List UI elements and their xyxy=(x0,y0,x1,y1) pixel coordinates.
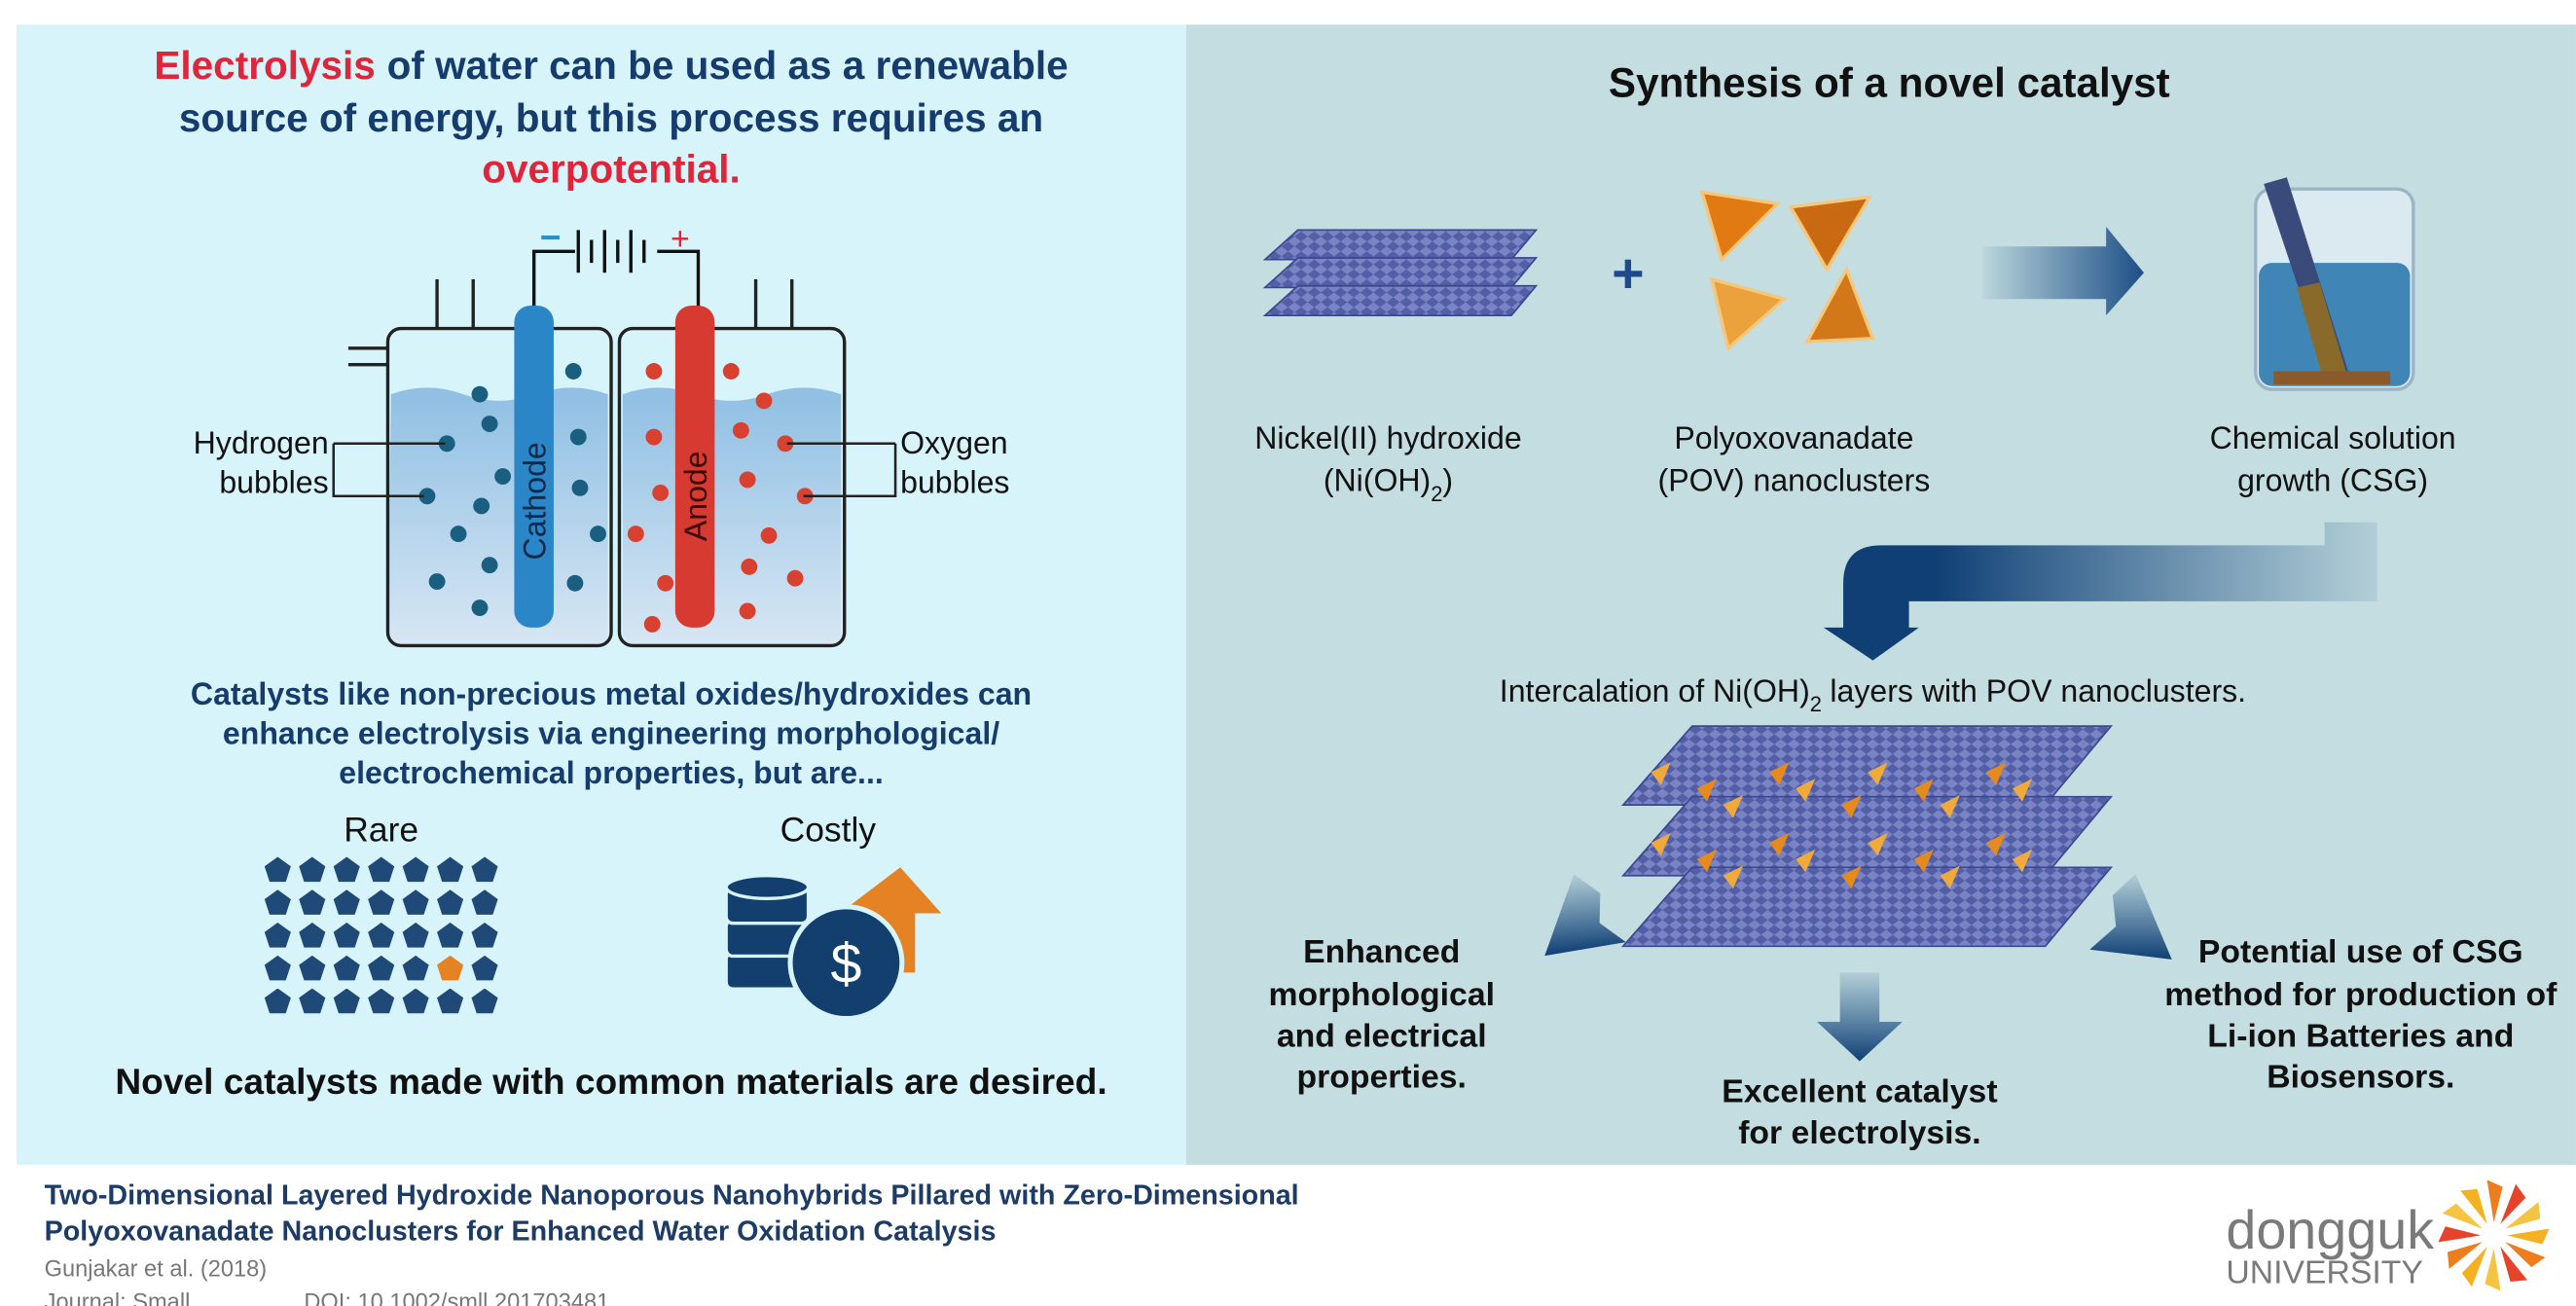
logo-mark xyxy=(2438,1179,2549,1290)
conclusion: Novel catalysts made with common materia… xyxy=(115,1061,1107,1102)
battery-negative: − xyxy=(540,217,562,258)
logo-sub: UNIVERSITY xyxy=(2226,1253,2423,1290)
anode-label: Anode xyxy=(678,451,713,541)
hydrogen-bubble xyxy=(494,468,511,485)
hydrogen-bubble xyxy=(472,386,489,403)
outcome-center: Excellent catalyst xyxy=(1722,1073,1997,1110)
pov-label: (POV) nanoclusters xyxy=(1658,463,1931,498)
shape xyxy=(1265,286,1537,315)
authors: Gunjakar et al. (2018) xyxy=(45,1257,268,1283)
shape xyxy=(1265,230,1537,259)
paper-title: Two-Dimensional Layered Hydroxide Nanopo… xyxy=(45,1179,1299,1211)
hydrogen-bubble xyxy=(572,480,589,496)
oxygen-bubble xyxy=(628,526,644,542)
oxygen-bubble xyxy=(740,603,756,620)
csg-label: growth (CSG) xyxy=(2237,463,2428,498)
intercalation-part: Intercalation of Ni(OH) xyxy=(1500,673,1810,708)
headline-highlight: Electrolysis xyxy=(154,43,375,88)
intercalation-part: layers with POV nanoclusters. xyxy=(1830,673,2246,708)
catalyst-text: electrochemical properties, but are... xyxy=(339,755,884,790)
battery-positive: + xyxy=(671,221,690,258)
outcome-left: properties. xyxy=(1297,1058,1467,1095)
oxygen-bubble xyxy=(787,570,804,587)
shape xyxy=(1623,867,2111,946)
outcome-right: Biosensors. xyxy=(2267,1058,2454,1095)
oxygen-bubble xyxy=(740,471,756,488)
csg-label: Chemical solution xyxy=(2210,420,2456,455)
outcome-center: for electrolysis. xyxy=(1738,1114,1980,1151)
oxygen-label: bubbles xyxy=(900,464,1009,499)
oxygen-bubble xyxy=(741,559,757,575)
doi: DOI: 10.1002/smll.201703481 xyxy=(304,1289,609,1306)
formula-text: ) xyxy=(1442,463,1453,498)
oxygen-bubble xyxy=(756,392,773,409)
catalyst-text: Catalysts like non-precious metal oxides… xyxy=(191,676,1032,711)
shape xyxy=(1265,258,1537,287)
beaker xyxy=(2256,177,2413,389)
headline-line: Electrolysis of water can be used as a re… xyxy=(154,43,1068,88)
journal: Journal: Small xyxy=(45,1289,191,1306)
hydrogen-bubble xyxy=(566,575,583,592)
catalyst-text: enhance electrolysis via engineering mor… xyxy=(223,716,999,751)
logo-ray xyxy=(2485,1249,2500,1291)
logo-ray xyxy=(2487,1179,2503,1222)
oxygen-bubble xyxy=(645,363,662,380)
hydrogen-bubble xyxy=(565,363,582,380)
costly-label: Costly xyxy=(780,810,877,849)
oxygen-bubble xyxy=(644,616,661,633)
oxygen-label: Oxygen xyxy=(900,425,1007,460)
nickel-label: Nickel(II) hydroxide xyxy=(1254,420,1521,455)
hydrogen-bubble xyxy=(472,599,489,616)
right-title: Synthesis of a novel catalyst xyxy=(1609,60,2170,106)
outcome-right: Potential use of CSG xyxy=(2198,933,2523,970)
hydrogen-bubble xyxy=(590,526,606,542)
logo-name: dongguk xyxy=(2226,1200,2434,1260)
paper-title: Polyoxovanadate Nanoclusters for Enhance… xyxy=(45,1215,997,1247)
logo-ray xyxy=(2507,1228,2550,1244)
layered-structure xyxy=(1623,726,2111,946)
oxygen-bubble xyxy=(723,363,740,380)
plus-sign: + xyxy=(1612,242,1645,305)
hydrogen-bubble xyxy=(473,497,490,514)
hydrogen-bubble xyxy=(429,573,446,590)
outcome-left: morphological xyxy=(1268,976,1495,1013)
shape xyxy=(2273,371,2390,384)
rare-label: Rare xyxy=(344,810,418,849)
formula-subscript: 2 xyxy=(1431,482,1442,506)
formula-text: (Ni(OH) xyxy=(1324,463,1431,498)
hydrogen-label: Hydrogen xyxy=(194,425,329,460)
hydrogen-bubble xyxy=(482,557,498,573)
hydrogen-bubble xyxy=(570,429,587,446)
outcome-right: Li-ion Batteries and xyxy=(2207,1017,2514,1054)
hydrogen-bubble xyxy=(482,416,498,432)
outcome-left: Enhanced xyxy=(1303,933,1460,970)
page: Electrolysis of water can be used as a re… xyxy=(0,0,2576,1306)
headline-text: of water can be used as a renewable xyxy=(387,43,1069,88)
logo-center xyxy=(2483,1224,2506,1248)
currency-symbol: $ xyxy=(830,932,861,995)
hydrogen-bubble xyxy=(451,526,467,542)
headline-text: source of energy, but this process requi… xyxy=(179,95,1043,140)
shape xyxy=(726,876,808,899)
formula-subscript: 2 xyxy=(1810,692,1822,716)
pov-label: Polyoxovanadate xyxy=(1674,420,1913,455)
cathode-label: Cathode xyxy=(518,442,553,560)
hydrogen-label: bubbles xyxy=(219,464,328,499)
outcome-right: method for production of xyxy=(2164,976,2558,1013)
oxygen-bubble xyxy=(733,422,749,439)
shape xyxy=(623,387,842,643)
oxygen-bubble xyxy=(645,429,662,446)
logo-ray xyxy=(2438,1226,2481,1242)
outcome-left: and electrical xyxy=(1277,1017,1487,1054)
shape xyxy=(1623,797,2111,876)
shape xyxy=(1623,726,2111,805)
oxygen-bubble xyxy=(761,527,778,544)
hydroxide-sheets xyxy=(1265,230,1537,315)
shape xyxy=(387,387,607,643)
infographic: Electrolysis of water can be used as a re… xyxy=(0,0,2576,1306)
headline-highlight: overpotential. xyxy=(482,146,741,191)
oxygen-bubble xyxy=(652,485,669,501)
oxygen-bubble xyxy=(657,575,673,592)
